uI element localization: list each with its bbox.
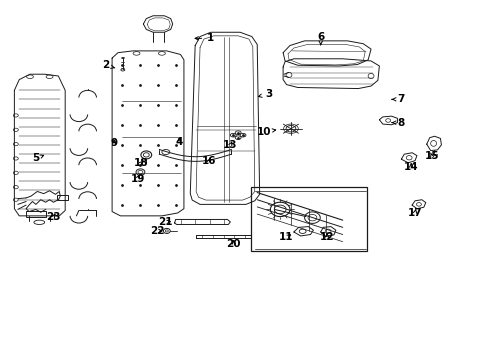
Bar <box>26 211 46 217</box>
Text: 23: 23 <box>46 212 61 221</box>
Text: 15: 15 <box>424 150 439 161</box>
Text: 9: 9 <box>110 138 118 148</box>
Text: 3: 3 <box>259 89 272 99</box>
Text: 21: 21 <box>159 217 173 227</box>
Text: 19: 19 <box>130 174 145 184</box>
Bar <box>251 187 367 251</box>
Bar <box>57 195 68 201</box>
Text: 14: 14 <box>404 162 418 172</box>
Text: 2: 2 <box>102 60 115 70</box>
Text: 8: 8 <box>392 118 405 128</box>
Text: 17: 17 <box>408 208 422 218</box>
Text: 18: 18 <box>134 158 148 168</box>
Text: 22: 22 <box>150 226 164 236</box>
Text: 11: 11 <box>279 232 294 242</box>
Text: 12: 12 <box>320 232 334 242</box>
Text: 20: 20 <box>226 239 241 249</box>
Text: 5: 5 <box>32 153 44 163</box>
Text: 7: 7 <box>392 94 405 104</box>
Text: 4: 4 <box>175 138 183 147</box>
Text: 1: 1 <box>195 33 215 43</box>
Text: 6: 6 <box>317 32 324 45</box>
Text: 13: 13 <box>223 140 238 150</box>
Text: 16: 16 <box>202 156 217 166</box>
Text: 10: 10 <box>257 127 276 136</box>
